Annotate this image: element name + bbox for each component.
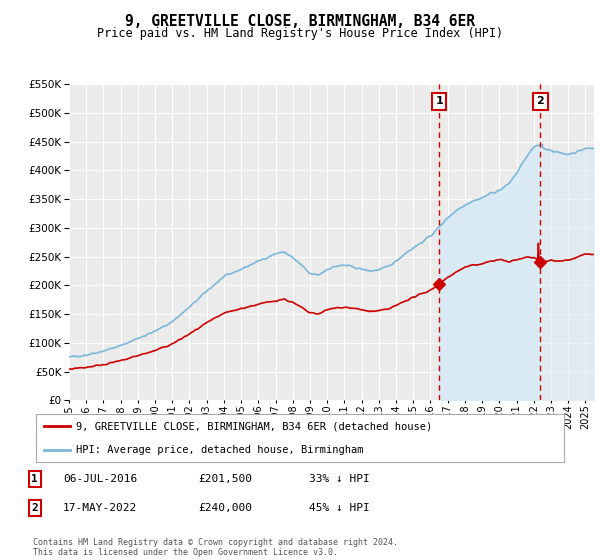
Text: 9, GREETVILLE CLOSE, BIRMINGHAM, B34 6ER (detached house): 9, GREETVILLE CLOSE, BIRMINGHAM, B34 6ER… xyxy=(76,421,432,431)
Text: 1: 1 xyxy=(435,96,443,106)
Text: 45% ↓ HPI: 45% ↓ HPI xyxy=(309,503,370,513)
Text: Contains HM Land Registry data © Crown copyright and database right 2024.
This d: Contains HM Land Registry data © Crown c… xyxy=(33,538,398,557)
Text: 2: 2 xyxy=(536,96,544,106)
Text: HPI: Average price, detached house, Birmingham: HPI: Average price, detached house, Birm… xyxy=(76,445,363,455)
Text: Price paid vs. HM Land Registry's House Price Index (HPI): Price paid vs. HM Land Registry's House … xyxy=(97,27,503,40)
Text: 1: 1 xyxy=(31,474,38,484)
Text: 9, GREETVILLE CLOSE, BIRMINGHAM, B34 6ER: 9, GREETVILLE CLOSE, BIRMINGHAM, B34 6ER xyxy=(125,14,475,29)
Text: 06-JUL-2016: 06-JUL-2016 xyxy=(63,474,137,484)
Text: 33% ↓ HPI: 33% ↓ HPI xyxy=(309,474,370,484)
Text: 2: 2 xyxy=(31,503,38,513)
Text: 17-MAY-2022: 17-MAY-2022 xyxy=(63,503,137,513)
Text: £201,500: £201,500 xyxy=(198,474,252,484)
Text: £240,000: £240,000 xyxy=(198,503,252,513)
